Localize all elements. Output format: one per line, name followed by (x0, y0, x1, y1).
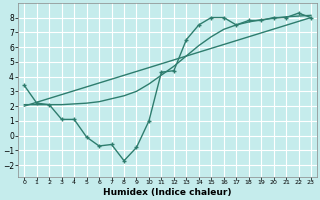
X-axis label: Humidex (Indice chaleur): Humidex (Indice chaleur) (103, 188, 232, 197)
